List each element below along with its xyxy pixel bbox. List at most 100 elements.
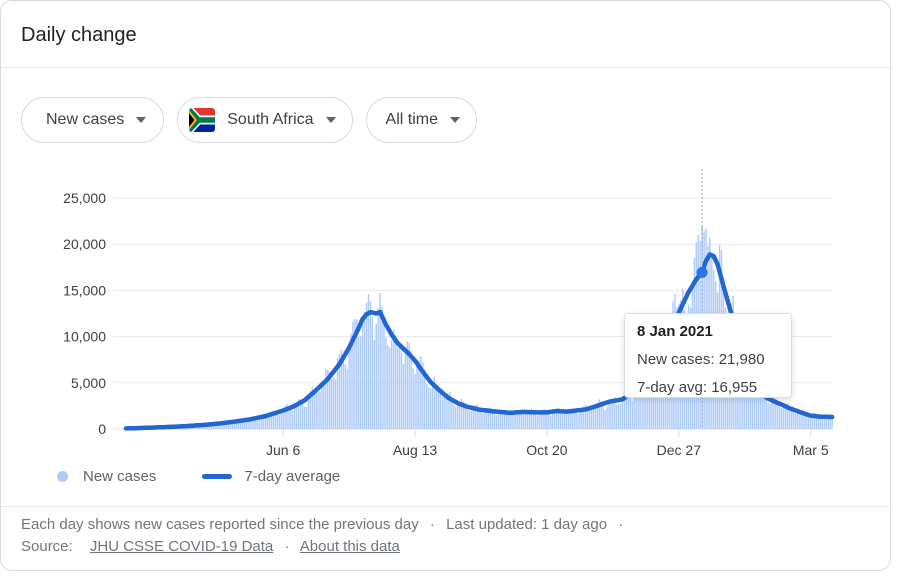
- time-range-dropdown[interactable]: All time: [365, 97, 477, 143]
- new-cases-bar[interactable]: [486, 408, 488, 429]
- new-cases-bar[interactable]: [394, 335, 397, 429]
- new-cases-bar[interactable]: [612, 399, 614, 429]
- new-cases-bar[interactable]: [400, 352, 403, 429]
- new-cases-bar[interactable]: [365, 302, 368, 429]
- new-cases-bar[interactable]: [179, 426, 182, 429]
- new-cases-bar[interactable]: [328, 371, 331, 429]
- new-cases-bar[interactable]: [247, 418, 249, 429]
- new-cases-bar[interactable]: [367, 294, 370, 429]
- new-cases-bar[interactable]: [588, 410, 591, 429]
- new-cases-bar[interactable]: [363, 311, 366, 429]
- new-cases-bar[interactable]: [282, 409, 284, 430]
- new-cases-bar[interactable]: [154, 427, 156, 429]
- new-cases-bar[interactable]: [391, 339, 393, 429]
- new-cases-bar[interactable]: [524, 412, 527, 429]
- new-cases-bar[interactable]: [806, 415, 808, 429]
- region-dropdown[interactable]: South Africa: [177, 97, 353, 143]
- new-cases-bar[interactable]: [583, 406, 585, 429]
- new-cases-bar[interactable]: [427, 387, 430, 429]
- new-cases-bar[interactable]: [544, 409, 546, 429]
- new-cases-bar[interactable]: [433, 376, 436, 429]
- new-cases-bar[interactable]: [299, 399, 302, 429]
- new-cases-bar[interactable]: [152, 427, 154, 429]
- new-cases-bar[interactable]: [356, 319, 358, 429]
- new-cases-bar[interactable]: [220, 422, 222, 429]
- new-cases-bar[interactable]: [501, 409, 504, 429]
- new-cases-bar[interactable]: [290, 408, 292, 429]
- new-cases-bar[interactable]: [493, 412, 496, 429]
- new-cases-bar[interactable]: [398, 347, 401, 429]
- new-cases-bar[interactable]: [317, 392, 319, 429]
- new-cases-bar[interactable]: [171, 427, 174, 429]
- new-cases-bar[interactable]: [565, 412, 568, 429]
- new-cases-bar[interactable]: [129, 428, 131, 429]
- new-cases-bar[interactable]: [350, 333, 352, 429]
- new-cases-bar[interactable]: [600, 401, 602, 429]
- new-cases-bar[interactable]: [777, 403, 779, 429]
- new-cases-bar[interactable]: [775, 398, 777, 429]
- new-cases-bar[interactable]: [296, 402, 298, 429]
- new-cases-bar[interactable]: [270, 411, 273, 429]
- new-cases-bar[interactable]: [208, 424, 211, 429]
- new-cases-bar[interactable]: [340, 349, 343, 429]
- new-cases-bar[interactable]: [507, 413, 509, 429]
- new-cases-bar[interactable]: [472, 405, 474, 429]
- new-cases-bar[interactable]: [166, 426, 168, 429]
- new-cases-bar[interactable]: [294, 407, 296, 429]
- new-cases-bar[interactable]: [199, 425, 201, 429]
- new-cases-bar[interactable]: [135, 428, 137, 429]
- new-cases-bar[interactable]: [484, 411, 486, 429]
- new-cases-bar[interactable]: [594, 404, 597, 429]
- new-cases-bar[interactable]: [332, 377, 335, 429]
- new-cases-bar[interactable]: [146, 427, 149, 429]
- new-cases-bar[interactable]: [478, 407, 480, 429]
- new-cases-bar[interactable]: [416, 366, 418, 429]
- new-cases-bar[interactable]: [377, 308, 379, 429]
- new-cases-bar[interactable]: [371, 317, 374, 429]
- new-cases-bar[interactable]: [224, 424, 226, 429]
- new-cases-bar[interactable]: [280, 412, 282, 429]
- new-cases-bar[interactable]: [579, 410, 581, 429]
- new-cases-bar[interactable]: [418, 360, 420, 429]
- new-cases-bar[interactable]: [449, 391, 451, 429]
- about-data-link[interactable]: About this data: [299, 538, 400, 555]
- new-cases-bar[interactable]: [621, 396, 624, 429]
- new-cases-bar[interactable]: [528, 410, 531, 429]
- metric-dropdown[interactable]: New cases: [21, 97, 165, 143]
- new-cases-bar[interactable]: [458, 403, 461, 429]
- new-cases-bar[interactable]: [511, 412, 513, 429]
- new-cases-bar[interactable]: [808, 417, 810, 429]
- new-cases-bar[interactable]: [255, 417, 257, 429]
- new-cases-bar[interactable]: [451, 400, 453, 429]
- new-cases-bar[interactable]: [602, 404, 604, 429]
- new-cases-bar[interactable]: [441, 396, 443, 429]
- new-cases-bar[interactable]: [445, 394, 447, 429]
- new-cases-bar[interactable]: [136, 427, 139, 429]
- new-cases-bar[interactable]: [569, 409, 571, 429]
- new-cases-bar[interactable]: [276, 414, 279, 429]
- new-cases-bar[interactable]: [305, 406, 308, 429]
- new-cases-bar[interactable]: [470, 410, 473, 429]
- new-cases-bar[interactable]: [550, 415, 552, 429]
- new-cases-bar[interactable]: [315, 388, 317, 429]
- new-cases-bar[interactable]: [422, 362, 424, 429]
- new-cases-bar[interactable]: [532, 412, 535, 429]
- new-cases-bar[interactable]: [297, 399, 300, 429]
- new-cases-bar[interactable]: [773, 396, 775, 429]
- new-cases-bar[interactable]: [540, 410, 542, 429]
- new-cases-bar[interactable]: [429, 388, 432, 429]
- new-cases-bar[interactable]: [786, 402, 789, 429]
- new-cases-bar[interactable]: [522, 413, 525, 429]
- new-cases-bar[interactable]: [387, 345, 389, 429]
- new-cases-bar[interactable]: [150, 427, 152, 429]
- new-cases-bar[interactable]: [792, 411, 795, 429]
- new-cases-bar[interactable]: [480, 411, 482, 429]
- new-cases-bar[interactable]: [800, 411, 802, 429]
- new-cases-bar[interactable]: [573, 410, 575, 429]
- new-cases-bar[interactable]: [519, 410, 521, 429]
- new-cases-bar[interactable]: [210, 425, 213, 429]
- new-cases-bar[interactable]: [288, 407, 290, 429]
- new-cases-bar[interactable]: [608, 399, 610, 429]
- new-cases-bar[interactable]: [538, 413, 540, 429]
- new-cases-bar[interactable]: [521, 412, 523, 429]
